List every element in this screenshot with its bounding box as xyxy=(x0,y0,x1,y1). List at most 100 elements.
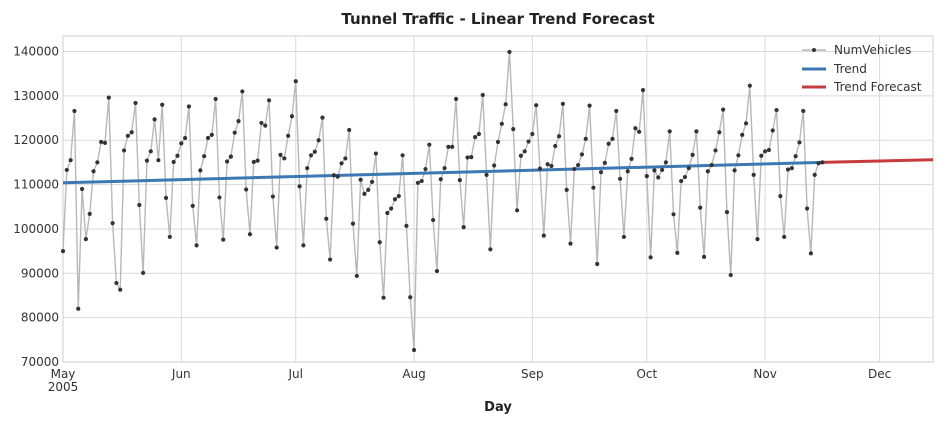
data-point xyxy=(202,154,207,159)
legend: NumVehicles Trend Trend Forecast xyxy=(802,43,922,94)
data-point xyxy=(289,114,295,119)
data-point xyxy=(721,107,726,112)
y-tick-label: 140000 xyxy=(13,45,59,59)
y-tick-label: 70000 xyxy=(21,355,59,369)
data-point xyxy=(480,92,485,98)
data-point xyxy=(125,133,130,138)
data-point xyxy=(671,212,676,217)
data-point xyxy=(572,166,577,172)
data-point xyxy=(469,154,474,160)
data-point xyxy=(404,223,409,228)
data-point xyxy=(286,133,291,138)
data-point xyxy=(579,152,585,157)
data-point xyxy=(724,209,730,215)
data-point xyxy=(102,140,108,145)
data-point xyxy=(789,166,794,171)
data-point xyxy=(694,129,699,134)
data-point xyxy=(347,127,352,133)
data-point xyxy=(560,101,565,106)
x-axis-label: Day xyxy=(484,400,512,415)
data-point xyxy=(526,139,531,144)
data-point xyxy=(583,136,588,141)
data-point xyxy=(598,170,604,175)
data-point xyxy=(740,132,745,138)
data-point xyxy=(354,273,359,279)
x-tick-label: Sep xyxy=(521,367,544,381)
data-point xyxy=(503,102,508,107)
data-point xyxy=(263,123,268,128)
data-point xyxy=(305,166,310,171)
data-point xyxy=(717,130,722,135)
data-point xyxy=(87,211,92,216)
data-point xyxy=(763,149,768,154)
data-point xyxy=(595,261,600,267)
data-point xyxy=(163,195,169,200)
data-point xyxy=(137,202,142,208)
data-point xyxy=(91,169,96,174)
data-point xyxy=(766,147,772,153)
data-point xyxy=(686,166,691,171)
data-point xyxy=(156,158,161,163)
data-point xyxy=(808,251,813,256)
data-point xyxy=(446,144,451,149)
data-point xyxy=(534,103,539,108)
data-point xyxy=(453,96,459,102)
chart-title: Tunnel Traffic - Linear Trend Forecast xyxy=(341,10,654,28)
data-point xyxy=(129,130,134,135)
data-point xyxy=(106,95,111,100)
data-point xyxy=(514,208,520,213)
data-point xyxy=(205,135,211,141)
legend-marker-numvehicles xyxy=(812,48,816,52)
data-point xyxy=(553,143,558,149)
data-point xyxy=(148,149,153,154)
data-point xyxy=(392,197,398,202)
data-point xyxy=(495,139,501,145)
plot-frame xyxy=(62,35,934,363)
data-point xyxy=(423,166,428,172)
x-tick-label: Aug xyxy=(402,367,425,381)
data-point xyxy=(564,187,569,193)
data-point xyxy=(682,174,688,180)
data-point xyxy=(339,161,344,166)
data-point xyxy=(804,206,810,211)
data-point xyxy=(99,139,104,145)
tick-labels: 70000 80000 90000 100000 110000 120000 130000 1… xyxy=(13,45,891,394)
data-point xyxy=(224,159,230,164)
data-point xyxy=(629,156,634,161)
data-point xyxy=(568,241,573,246)
data-point xyxy=(335,174,340,179)
data-point xyxy=(461,225,466,230)
data-point xyxy=(209,132,214,138)
data-point xyxy=(408,295,413,300)
data-point xyxy=(60,249,66,254)
data-point xyxy=(640,88,646,93)
data-point xyxy=(774,107,779,113)
data-point xyxy=(232,130,237,135)
data-point xyxy=(690,152,695,157)
x-tick-label: May xyxy=(51,367,76,381)
data-point xyxy=(144,158,150,163)
data-point xyxy=(175,153,180,158)
data-point xyxy=(68,158,73,163)
data-point xyxy=(736,153,741,158)
data-point xyxy=(659,167,665,173)
data-point xyxy=(518,153,523,158)
data-point xyxy=(705,169,710,174)
data-point xyxy=(183,135,188,141)
data-point xyxy=(186,104,192,109)
data-point xyxy=(782,234,787,240)
data-point xyxy=(236,119,241,124)
data-point xyxy=(228,154,233,159)
data-point xyxy=(79,186,85,192)
data-point xyxy=(438,177,443,182)
data-point xyxy=(331,173,337,178)
data-point xyxy=(270,194,275,199)
data-point xyxy=(179,141,184,146)
data-point xyxy=(411,347,417,353)
data-point xyxy=(621,234,627,240)
series-line-trend-forecast xyxy=(822,158,934,164)
data-point xyxy=(751,172,756,177)
data-point xyxy=(488,247,493,252)
